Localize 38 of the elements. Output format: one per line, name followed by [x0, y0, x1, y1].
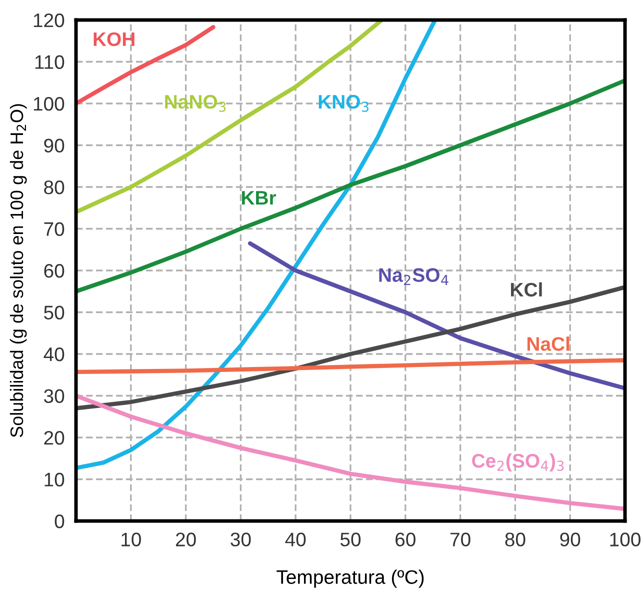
x-tick-label: 50 [340, 532, 361, 546]
x-tick-label: 40 [285, 532, 306, 546]
y-axis-title: Solubilidad (g de soluto en 100 g de H$_{2}$O) [10, 104, 27, 438]
y-tick-label: 70 [44, 222, 64, 236]
line-series [76, 20, 438, 470]
series-label: KCl [511, 282, 542, 297]
x-tick-label: 70 [450, 532, 470, 546]
x-tick-label: 10 [122, 532, 141, 546]
y-tick-label: 100 [34, 96, 64, 111]
series-label: KNO$_{3}$ [318, 94, 369, 112]
y-tick-label: 30 [44, 389, 64, 403]
series-label: KOH [94, 32, 134, 46]
y-tick-label: 10 [44, 472, 64, 486]
y-tick-label: 0 [54, 514, 64, 528]
x-tick-label: 60 [396, 532, 416, 546]
series-label: Na$_{2}$SO$_{4}$ [379, 268, 448, 285]
y-tick-label: 120 [34, 13, 64, 28]
y-tick-label: 110 [35, 55, 64, 69]
y-tick-label: 80 [44, 180, 64, 194]
x-tick-label: 90 [560, 532, 580, 546]
series-label: NaCl [527, 336, 570, 351]
y-tick-label: 40 [44, 347, 64, 362]
y-tick-label: 20 [44, 430, 64, 445]
line-series [248, 241, 625, 390]
x-axis-title: Temperatura (ºC) [276, 570, 424, 588]
line-series [76, 394, 625, 511]
x-tick-label: 30 [230, 532, 251, 546]
line-series [76, 358, 625, 374]
x-tick-label: 20 [176, 532, 196, 546]
y-tick-label: 50 [44, 306, 64, 320]
x-tick-label: 80 [505, 532, 526, 546]
line-series [76, 20, 384, 214]
series-label: Ce$_{2}$(SO$_{4}$)$_{3}$ [472, 453, 564, 472]
series-label: NaNO$_{3}$ [165, 94, 226, 112]
y-tick-label: 90 [44, 138, 64, 152]
y-tick-label: 60 [44, 264, 64, 278]
series-label: KBr [242, 191, 276, 205]
x-tick-label: 100 [610, 532, 640, 546]
